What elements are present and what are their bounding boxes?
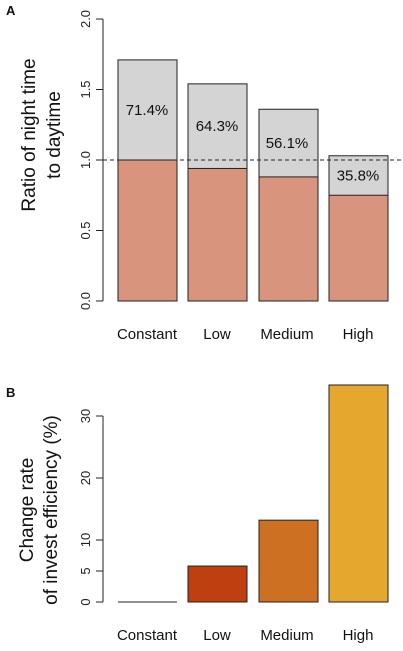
panel-b-label: B <box>6 385 15 400</box>
panel-a-y-tick-label: 2.0 <box>78 10 93 28</box>
panel-b-y-axis: 0 5 10 20 30 <box>78 409 104 606</box>
panel-b-category-label: Constant <box>117 627 178 644</box>
panel-b-bar <box>328 384 389 603</box>
panel-a-bar-day <box>328 194 389 302</box>
panel-a-category-label: Low <box>203 326 231 343</box>
panel-a-category-labels: Constant Low Medium High <box>117 326 373 343</box>
panel-a-bar-day <box>117 159 178 302</box>
panel-b-y-tick-label: 10 <box>78 533 93 547</box>
panel-b-category-label: Low <box>203 627 231 644</box>
panel-a-percent-label: 35.8% <box>337 168 380 185</box>
panel-b-category-label: Medium <box>260 627 313 644</box>
panel-a-y-label-line1: Ratio of night time <box>19 58 40 211</box>
panel-b-y-tick-label: 20 <box>78 471 93 485</box>
panel-a-bar-day <box>258 176 319 302</box>
panel-a-percent-label: 64.3% <box>196 118 239 135</box>
panel-a-label: A <box>6 3 16 18</box>
panel-b-category-label: High <box>343 627 374 644</box>
panel-b-y-label-line1: Change rate <box>17 458 38 563</box>
panel-b-y-tick-label: 0 <box>78 598 93 605</box>
panel-b-bars <box>118 384 389 603</box>
panel-b-bar <box>258 519 319 603</box>
panel-b-y-tick-label: 30 <box>78 409 93 423</box>
panel-a-bar-day <box>187 167 248 302</box>
panel-a-y-tick-label: 1.5 <box>78 80 93 98</box>
panel-a-category-label: Constant <box>117 326 178 343</box>
panel-a-y-axis: 0.0 0.5 1.0 1.5 2.0 <box>78 10 104 310</box>
panel-a-y-tick-label: 0.0 <box>78 292 93 310</box>
panel-a-y-tick-label: 1.0 <box>78 151 93 169</box>
panel-b-bar <box>187 565 248 603</box>
panel-a-bars: 71.4% 64.3% 56.1% 35.8% <box>117 59 389 302</box>
panel-a-percent-label: 71.4% <box>126 102 169 119</box>
panel-a-percent-label: 56.1% <box>266 135 309 152</box>
panel-a-category-label: Medium <box>260 326 313 343</box>
panel-b-category-labels: Constant Low Medium High <box>117 627 373 644</box>
panel-b-y-tick-label: 5 <box>78 567 93 574</box>
panel-a-category-label: High <box>343 326 374 343</box>
panel-a-y-label-line2: to daytime <box>44 91 65 179</box>
panel-b-y-label-line2: of invest efficiency (%) <box>41 415 62 605</box>
panel-a-y-tick-label: 0.5 <box>78 221 93 239</box>
